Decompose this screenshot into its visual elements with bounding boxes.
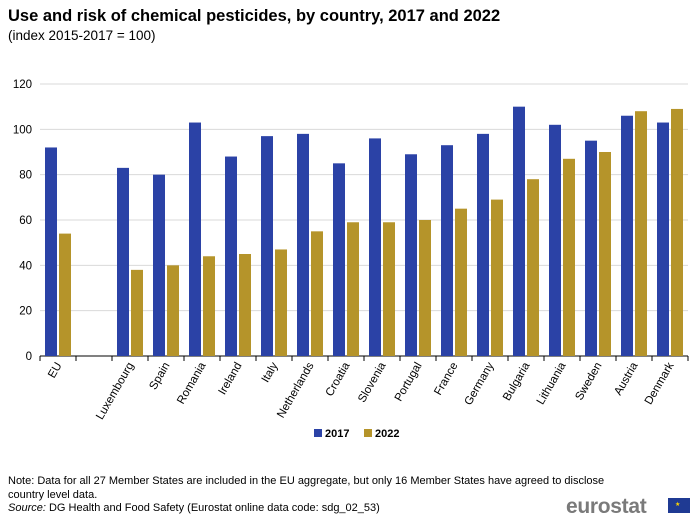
x-tick-label: Luxembourg xyxy=(94,361,136,422)
bar-2022 xyxy=(383,222,395,356)
chart-subtitle: (index 2015-2017 = 100) xyxy=(8,28,156,43)
bar-2017 xyxy=(621,115,633,356)
y-tick-label: 120 xyxy=(13,79,32,91)
y-tick-label: 80 xyxy=(19,170,32,182)
bar-2022 xyxy=(635,111,647,356)
x-tick-label: Austria xyxy=(612,360,641,398)
y-tick-label: 0 xyxy=(26,351,32,363)
bar-2017 xyxy=(657,122,669,357)
bar-2022 xyxy=(131,269,143,356)
legend-swatch-2017 xyxy=(314,429,322,437)
x-tick-label: Romania xyxy=(175,360,209,406)
chart-source: Source: DG Health and Food Safety (Euros… xyxy=(8,502,380,514)
x-tick-label: Spain xyxy=(147,361,172,392)
bar-2017 xyxy=(333,163,345,356)
bar-2022 xyxy=(347,222,359,356)
bar-2017 xyxy=(297,133,309,356)
x-tick-label: Ireland xyxy=(217,361,245,397)
bar-2017 xyxy=(369,138,381,356)
bar-2022 xyxy=(167,265,179,356)
x-tick-label: Croatia xyxy=(324,360,353,399)
x-tick-label: Denmark xyxy=(643,360,677,407)
bar-2017 xyxy=(261,136,273,356)
bar-2017 xyxy=(477,133,489,356)
bar-2022 xyxy=(455,208,467,356)
x-tick-label: Italy xyxy=(260,360,281,384)
x-tick-label: Netherlands xyxy=(275,360,317,420)
x-tick-label: Slovenia xyxy=(356,360,389,405)
bar-2022 xyxy=(59,233,71,356)
source-label: Source: xyxy=(8,502,46,514)
x-tick-label: Germany xyxy=(463,360,497,407)
bar-2017 xyxy=(117,167,129,356)
bar-2022 xyxy=(527,179,539,356)
source-text: DG Health and Food Safety (Eurostat onli… xyxy=(48,502,380,514)
bar-2017 xyxy=(225,156,237,356)
bar-2017 xyxy=(405,154,417,356)
bar-2022 xyxy=(563,158,575,356)
x-tick-label: France xyxy=(432,361,460,398)
bar-2017 xyxy=(189,122,201,357)
x-tick-label: Lithuania xyxy=(535,360,569,407)
chart-note: Note: Data for all 27 Member States are … xyxy=(8,475,605,501)
legend-swatch-2022 xyxy=(364,429,372,437)
x-tick-label: Bulgaria xyxy=(501,360,533,403)
bar-2017 xyxy=(441,145,453,356)
bar-2017 xyxy=(549,124,561,356)
x-tick-label: Portugal xyxy=(393,361,425,404)
bar-2022 xyxy=(491,199,503,356)
bar-2022 xyxy=(311,231,323,356)
bar-2017 xyxy=(153,174,165,356)
x-tick-label: EU xyxy=(46,361,64,381)
bar-2022 xyxy=(203,256,215,356)
bar-2022 xyxy=(599,152,611,356)
y-tick-label: 40 xyxy=(19,260,32,272)
legend-label-2017: 2017 xyxy=(325,428,349,440)
bar-2022 xyxy=(275,249,287,356)
bar-2017 xyxy=(45,147,57,356)
y-tick-label: 100 xyxy=(13,124,32,136)
bar-2022 xyxy=(239,254,251,356)
eu-flag-icon: ★ xyxy=(668,498,690,513)
bar-2017 xyxy=(513,106,525,357)
legend-label-2022: 2022 xyxy=(375,428,399,440)
y-tick-label: 20 xyxy=(19,306,32,318)
x-tick-label: Sweden xyxy=(573,361,604,403)
bar-2017 xyxy=(585,140,597,356)
eurostat-logo: eurostat xyxy=(566,495,647,518)
bar-2022 xyxy=(671,108,683,356)
y-tick-label: 60 xyxy=(19,215,32,227)
bar-2022 xyxy=(419,220,431,356)
chart-title: Use and risk of chemical pesticides, by … xyxy=(8,7,501,25)
